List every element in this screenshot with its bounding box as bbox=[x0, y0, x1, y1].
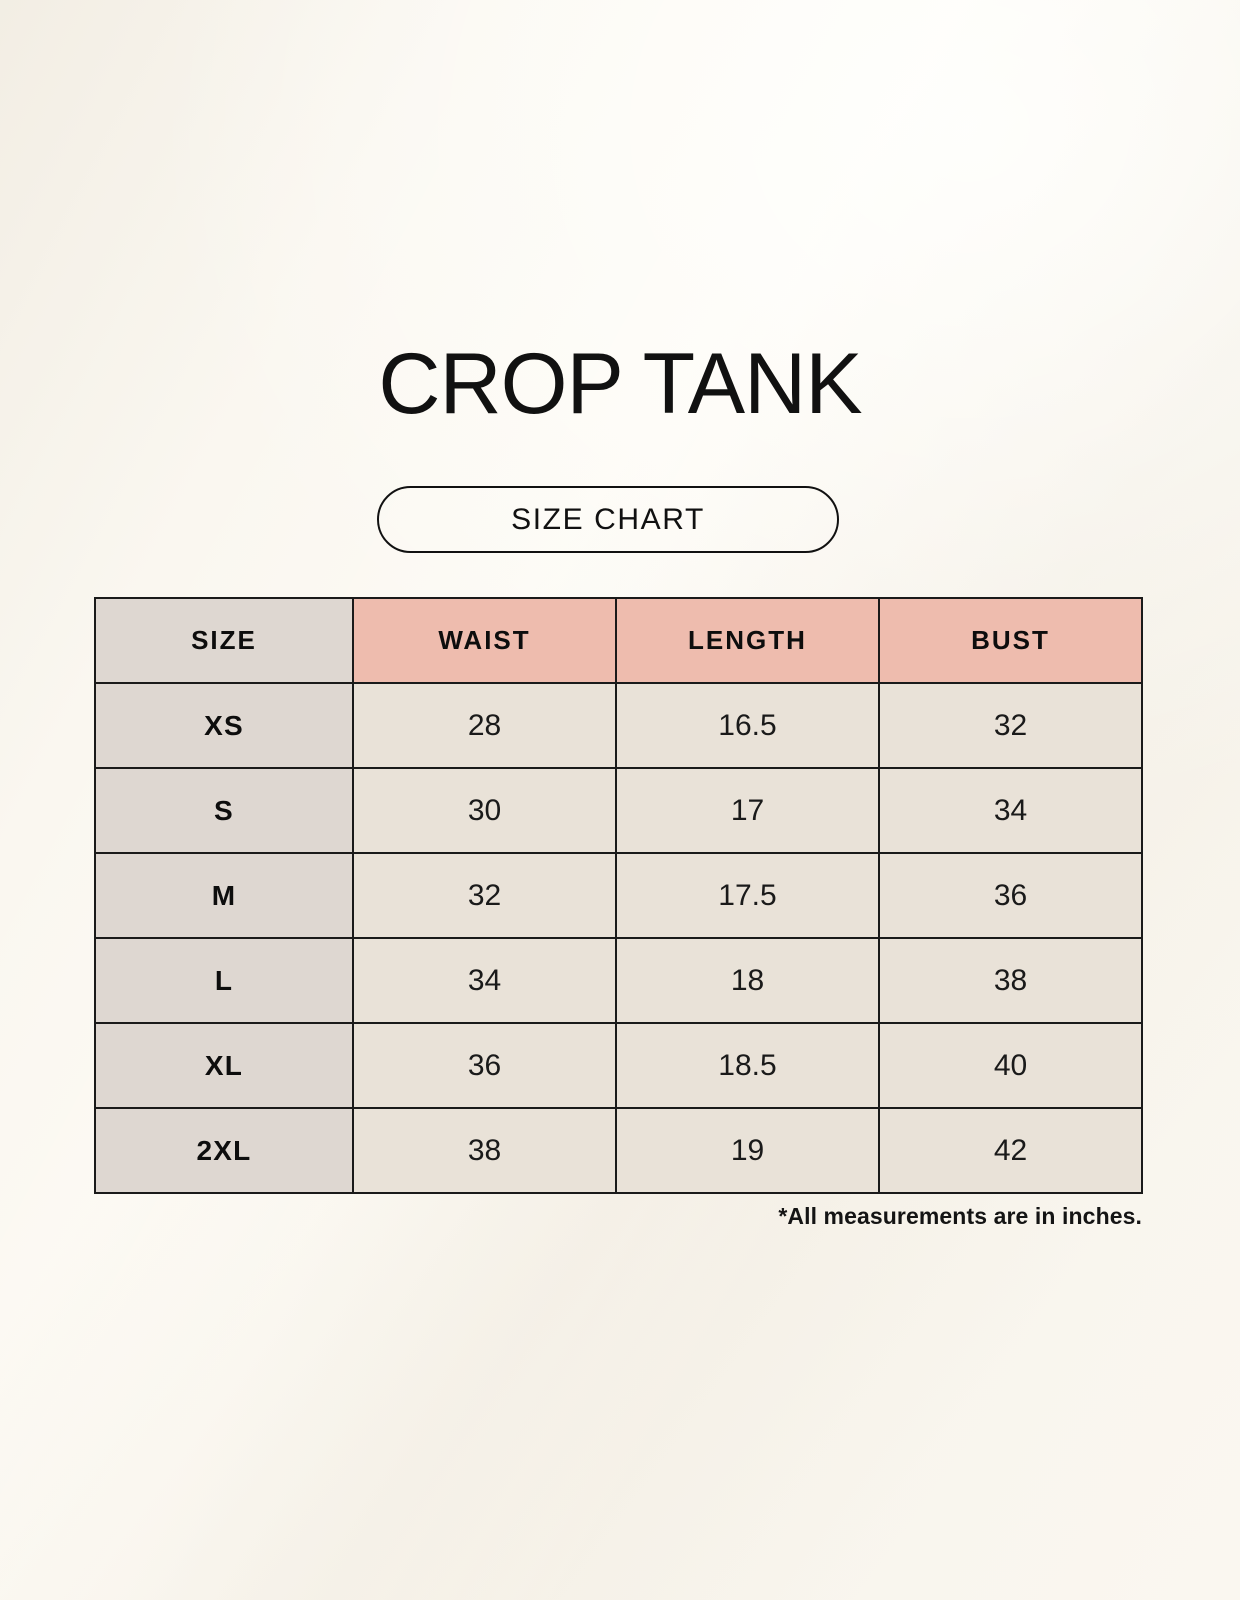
column-header-bust: BUST bbox=[878, 597, 1143, 684]
table-row: XS 28 16.5 32 bbox=[94, 682, 1143, 769]
table-header-row: SIZE WAIST LENGTH BUST bbox=[94, 597, 1143, 684]
cell-waist: 30 bbox=[352, 767, 617, 854]
cell-waist: 38 bbox=[352, 1107, 617, 1194]
cell-bust: 38 bbox=[878, 937, 1143, 1024]
table-row: L 34 18 38 bbox=[94, 937, 1143, 1024]
size-chart-pill-label: SIZE CHART bbox=[511, 502, 705, 536]
cell-size: M bbox=[94, 852, 354, 939]
cell-size: L bbox=[94, 937, 354, 1024]
cell-size: S bbox=[94, 767, 354, 854]
column-header-size: SIZE bbox=[94, 597, 354, 684]
column-header-waist: WAIST bbox=[352, 597, 617, 684]
table-row: M 32 17.5 36 bbox=[94, 852, 1143, 939]
cell-length: 17.5 bbox=[615, 852, 880, 939]
cell-size: 2XL bbox=[94, 1107, 354, 1194]
cell-waist: 34 bbox=[352, 937, 617, 1024]
cell-size: XS bbox=[94, 682, 354, 769]
cell-length: 19 bbox=[615, 1107, 880, 1194]
cell-bust: 32 bbox=[878, 682, 1143, 769]
measurement-note: *All measurements are in inches. bbox=[778, 1203, 1142, 1229]
column-header-length: LENGTH bbox=[615, 597, 880, 684]
cell-bust: 36 bbox=[878, 852, 1143, 939]
cell-size: XL bbox=[94, 1022, 354, 1109]
cell-length: 16.5 bbox=[615, 682, 880, 769]
cell-waist: 32 bbox=[352, 852, 617, 939]
cell-length: 17 bbox=[615, 767, 880, 854]
table-row: XL 36 18.5 40 bbox=[94, 1022, 1143, 1109]
cell-length: 18.5 bbox=[615, 1022, 880, 1109]
cell-length: 18 bbox=[615, 937, 880, 1024]
cell-bust: 42 bbox=[878, 1107, 1143, 1194]
size-chart-pill: SIZE CHART bbox=[377, 486, 839, 553]
page-title: CROP TANK bbox=[378, 336, 862, 432]
table-row: S 30 17 34 bbox=[94, 767, 1143, 854]
cell-bust: 40 bbox=[878, 1022, 1143, 1109]
cell-bust: 34 bbox=[878, 767, 1143, 854]
size-table-container: SIZE WAIST LENGTH BUST XS 28 16.5 32 S 3… bbox=[94, 597, 1143, 1194]
cell-waist: 36 bbox=[352, 1022, 617, 1109]
table-row: 2XL 38 19 42 bbox=[94, 1107, 1143, 1194]
size-table: SIZE WAIST LENGTH BUST XS 28 16.5 32 S 3… bbox=[94, 597, 1143, 1194]
cell-waist: 28 bbox=[352, 682, 617, 769]
